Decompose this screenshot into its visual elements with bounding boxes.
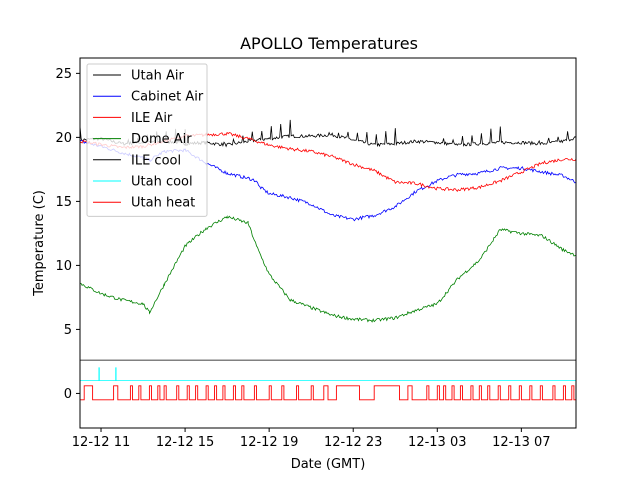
series-line-dome-air (80, 215, 576, 323)
y-tick-label: 10 (55, 259, 72, 274)
series-line-utah-cool (80, 367, 576, 381)
legend-label: Dome Air (131, 132, 192, 147)
legend-label: Cabinet Air (131, 90, 204, 105)
y-tick-label: 0 (64, 387, 72, 402)
x-tick-label: 12-13 07 (492, 435, 550, 450)
y-tick-label: 5 (64, 323, 72, 338)
legend-label: Utah Air (131, 69, 184, 84)
x-tick-label: 12-13 03 (408, 435, 466, 450)
legend-label: Utah cool (131, 175, 193, 190)
plot-frame (79, 57, 577, 429)
x-tick-label: 12-12 11 (72, 435, 130, 450)
legend-label: ILE cool (131, 153, 181, 168)
y-axis-label: Temperature (C) (32, 190, 47, 297)
y-tick-label: 20 (55, 131, 72, 146)
x-tick-label: 12-12 23 (324, 435, 382, 450)
x-axis-label: Date (GMT) (291, 457, 366, 472)
x-tick-label: 12-12 19 (240, 435, 298, 450)
x-tick-label: 12-12 15 (156, 435, 214, 450)
y-tick-label: 25 (55, 67, 72, 82)
x-axis: 12-12 11 12-12 15 12-12 19 12-12 23 12-13 03… (72, 428, 551, 450)
y-tick-label: 15 (55, 195, 72, 210)
chart-title: APOLLO Temperatures (240, 34, 418, 53)
legend-label: ILE Air (131, 111, 173, 126)
y-axis: 0 5 10 15 20 25 (55, 67, 80, 402)
series-line-utah-heat (80, 385, 576, 401)
legend-label: Utah heat (131, 196, 195, 211)
legend: Utah Air Cabinet Air ILE Air Dome Air ILE co… (86, 63, 208, 217)
legend-box (86, 63, 208, 217)
